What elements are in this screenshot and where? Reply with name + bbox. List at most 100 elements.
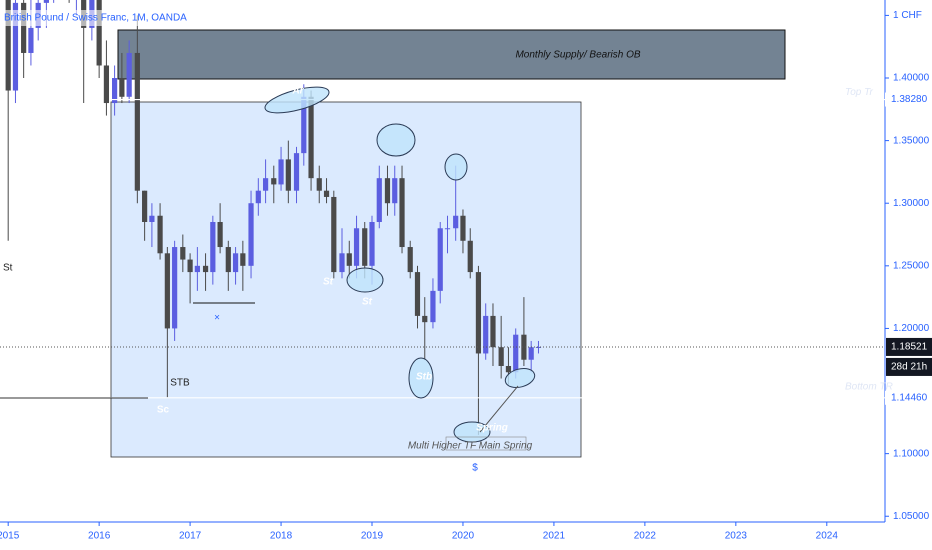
candle-body [43, 0, 49, 3]
x-tick-label: 2024 [816, 531, 839, 542]
x-tick-label: 2016 [88, 531, 111, 542]
candle-body [285, 159, 291, 191]
x-tick-label: 2022 [634, 531, 657, 542]
y-tick-label: 1.30000 [893, 198, 930, 209]
candle-body [293, 153, 300, 191]
candle-body [444, 228, 451, 230]
level-label-bg [885, 390, 932, 405]
price-axis [885, 0, 932, 550]
candle-body [248, 203, 254, 266]
candle-body [12, 2, 19, 91]
candle-body [278, 159, 284, 185]
candle-body [112, 78, 118, 104]
level-label-bg [885, 92, 932, 107]
annotation: Sc [157, 405, 170, 416]
candle-body [21, 2, 27, 53]
candle-body [103, 65, 110, 104]
candle-body [271, 178, 277, 185]
supply-zone [117, 29, 786, 80]
x-tick-label: 2021 [543, 531, 566, 542]
candle-body [513, 334, 519, 373]
candle-body [301, 96, 307, 154]
highlight-ellipse [264, 86, 330, 114]
x-tick-label: 2018 [270, 531, 293, 542]
candle-body [430, 290, 436, 323]
candle-body [240, 253, 246, 266]
annotation: STB [170, 378, 190, 389]
candle-body [210, 221, 216, 273]
candle-body [308, 96, 314, 179]
last-price-label: 1.18521 [891, 342, 928, 353]
annotation: × [214, 313, 220, 324]
highlight-ellipse [376, 123, 416, 157]
candle-body [490, 315, 496, 348]
candle-body [149, 215, 155, 222]
candle-body [164, 253, 170, 329]
arrow-line [479, 385, 519, 433]
annotation: $ [472, 463, 478, 474]
x-tick-label: 2015 [0, 531, 20, 542]
candle-body [331, 196, 337, 273]
candle-body [399, 178, 405, 248]
candle-body [180, 247, 186, 260]
candle-body [407, 247, 413, 273]
candle-body [187, 259, 193, 273]
candle-body [194, 265, 200, 273]
countdown-bg [886, 357, 932, 376]
candle-body [323, 190, 330, 197]
candle-body [460, 215, 466, 241]
candle-body [255, 190, 261, 204]
candle-body [376, 178, 382, 222]
countdown-label: 28d 21h [891, 362, 927, 373]
highlight-ellipse [346, 267, 384, 293]
candle-body [535, 346, 542, 348]
candle-body [414, 272, 421, 316]
annotation: St [323, 277, 334, 288]
candle-body [142, 190, 148, 222]
level-label: 1.38280 [891, 94, 928, 105]
candle-body [339, 253, 345, 273]
candle-body [119, 78, 125, 97]
x-tick-label: 2019 [361, 531, 384, 542]
candle-body [316, 178, 322, 191]
candle-body [353, 228, 360, 266]
candle-body [202, 265, 209, 273]
highlight-ellipse [408, 357, 434, 399]
candle-body [475, 272, 482, 354]
candle-body [134, 52, 140, 191]
annotation: Stb [416, 372, 432, 383]
y-tick-label: 1.05000 [893, 511, 930, 522]
annotation: St [3, 263, 13, 274]
x-tick-label: 2023 [725, 531, 748, 542]
candle-body [521, 334, 527, 360]
annotation: St [362, 297, 373, 308]
candle-body [384, 178, 391, 204]
candle-body [225, 247, 231, 273]
candle-body [232, 253, 239, 273]
y-tick-label: 1.35000 [893, 135, 930, 146]
range-box [110, 101, 582, 458]
chart-title: British Pound / Swiss Franc, 1M, OANDA [4, 13, 187, 24]
candle-body [28, 27, 34, 53]
candle-body [126, 52, 132, 97]
candle-body [483, 315, 489, 354]
title-bg [0, 10, 180, 26]
level-label: 1.14460 [891, 392, 928, 403]
candle-body [5, 0, 11, 91]
candle-body [392, 178, 398, 204]
y-tick-label: 1.20000 [893, 323, 930, 334]
highlight-ellipse [444, 153, 468, 181]
plot [0, 0, 885, 458]
candle-body [437, 228, 443, 291]
candle-body [369, 221, 375, 266]
y-tick-label: 1.10000 [893, 448, 930, 459]
candle-body [528, 347, 534, 360]
last-price-bg [886, 337, 932, 356]
candle-body [157, 215, 163, 254]
candle-body [467, 240, 473, 273]
candle-body [217, 221, 223, 248]
candle-body [346, 253, 352, 266]
y-tick-label: 1 CHF [893, 10, 922, 21]
candle-body [262, 178, 269, 191]
